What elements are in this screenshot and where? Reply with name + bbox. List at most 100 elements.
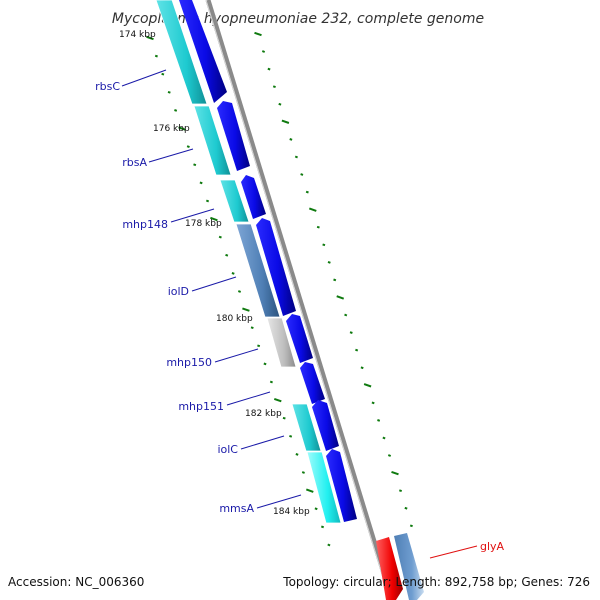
gene-label-iolD[interactable]: iolD <box>168 285 189 298</box>
inner-major-tick <box>178 126 186 131</box>
outer-minor-tick <box>316 225 320 229</box>
genome-backbone <box>205 0 395 600</box>
outer-major-tick <box>363 383 372 388</box>
outer-minor-tick <box>398 489 403 493</box>
gene-label-rbsA[interactable]: rbsA <box>122 156 147 169</box>
cog-block-glyA <box>394 533 424 600</box>
leader-mhp151 <box>226 391 271 406</box>
outer-minor-tick <box>272 85 276 89</box>
inner-major-tick <box>210 216 218 222</box>
inner-minor-tick <box>250 326 254 330</box>
kbp-label-174: 174 kbp <box>119 30 156 40</box>
cog-block-iolC <box>291 403 322 452</box>
accession-text: Accession: NC_006360 <box>8 575 144 589</box>
inner-minor-tick <box>327 543 331 547</box>
inner-minor-tick <box>186 145 190 149</box>
gene-block-glyA <box>376 537 403 600</box>
gene-label-mhp151[interactable]: mhp151 <box>178 400 224 413</box>
gene-label-rbsC[interactable]: rbsC <box>95 80 120 93</box>
outer-minor-tick <box>289 138 293 141</box>
summary-text: Topology: circular; Length: 892,758 bp; … <box>282 575 590 589</box>
cog-block-mhp150 <box>266 317 297 368</box>
leader-mmsA <box>256 494 302 509</box>
inner-minor-tick <box>314 507 318 511</box>
outer-minor-tick <box>261 50 266 53</box>
kbp-label-184: 184 kbp <box>273 507 310 517</box>
gene-block-mhp150 <box>286 314 313 363</box>
inner-major-tick <box>305 488 314 493</box>
outer-major-tick <box>336 295 345 300</box>
inner-minor-tick <box>161 72 165 76</box>
gene-label-mhp150[interactable]: mhp150 <box>166 356 212 369</box>
outer-minor-tick <box>267 67 271 71</box>
outer-minor-tick <box>371 401 375 405</box>
inner-minor-tick <box>225 253 229 257</box>
inner-minor-tick <box>174 109 178 112</box>
outer-minor-tick <box>322 243 326 247</box>
gene-block-mmsA <box>326 449 357 522</box>
gene-block-iolC <box>312 400 339 451</box>
leader-iolC <box>240 435 285 450</box>
kbp-label-176: 176 kbp <box>153 124 190 134</box>
gene-block-mhp151 <box>300 362 325 404</box>
inner-minor-tick <box>301 471 305 474</box>
cog-block-rbsA <box>193 105 232 176</box>
kbp-label-178: 178 kbp <box>185 219 222 229</box>
gene-label-iolC[interactable]: iolC <box>217 443 238 456</box>
gene-block-rbsC <box>179 0 227 103</box>
leader-iolD <box>191 276 237 292</box>
outer-minor-tick <box>344 313 348 317</box>
inner-minor-tick <box>320 525 325 529</box>
inner-minor-tick <box>167 90 171 94</box>
outer-minor-tick <box>294 155 298 159</box>
inner-major-tick <box>146 35 154 41</box>
inner-minor-tick <box>263 362 267 366</box>
outer-minor-tick <box>377 419 381 422</box>
gene-block-iolD <box>256 218 296 316</box>
outer-minor-tick <box>300 173 304 176</box>
inner-minor-tick <box>237 290 242 293</box>
leader-rbsC <box>121 69 167 87</box>
inner-minor-tick <box>199 181 203 185</box>
outer-minor-tick <box>349 331 353 334</box>
inner-minor-tick <box>205 199 210 203</box>
inner-minor-tick <box>282 416 286 420</box>
kbp-label-182: 182 kbp <box>245 409 282 419</box>
cog-block-mmsA <box>306 451 342 524</box>
gene-block-rbsA <box>217 101 250 171</box>
inner-minor-tick <box>257 344 261 348</box>
inner-minor-tick <box>295 453 299 456</box>
cog-block-mhp148 <box>219 179 250 223</box>
inner-major-tick <box>242 307 250 312</box>
inner-major-tick <box>273 397 282 403</box>
genome-backbone-highlight <box>205 0 391 600</box>
inner-minor-tick <box>218 235 222 239</box>
outer-tick-ring <box>254 31 413 528</box>
outer-major-tick <box>254 31 262 37</box>
gene-label-mmsA[interactable]: mmsA <box>219 502 254 515</box>
cog-block-rbsC <box>155 0 208 105</box>
outer-major-tick <box>281 119 290 124</box>
outer-minor-tick <box>355 348 359 352</box>
inner-minor-tick <box>193 163 197 167</box>
inner-minor-tick <box>231 272 235 275</box>
leader-mhp150 <box>214 348 259 363</box>
leader-mhp148 <box>170 208 215 223</box>
gene-label-glyA[interactable]: glyA <box>480 540 505 553</box>
outer-major-tick <box>391 470 399 476</box>
outer-minor-tick <box>278 102 282 106</box>
leader-rbsA <box>148 148 194 163</box>
outer-minor-tick <box>333 278 337 282</box>
outer-minor-tick <box>305 190 309 194</box>
map-title: Mycoplasma hyopneumoniae 232, complete g… <box>112 11 484 27</box>
outer-major-tick <box>308 207 317 212</box>
gene-label-mhp148[interactable]: mhp148 <box>122 218 168 231</box>
kbp-label-180: 180 kbp <box>216 314 253 324</box>
outer-minor-tick <box>387 454 392 457</box>
outer-minor-tick <box>404 506 408 510</box>
inner-minor-tick <box>154 54 158 58</box>
inner-minor-tick <box>269 380 273 384</box>
gene-block-mhp148 <box>241 175 266 219</box>
inner-tick-ring <box>146 35 331 547</box>
